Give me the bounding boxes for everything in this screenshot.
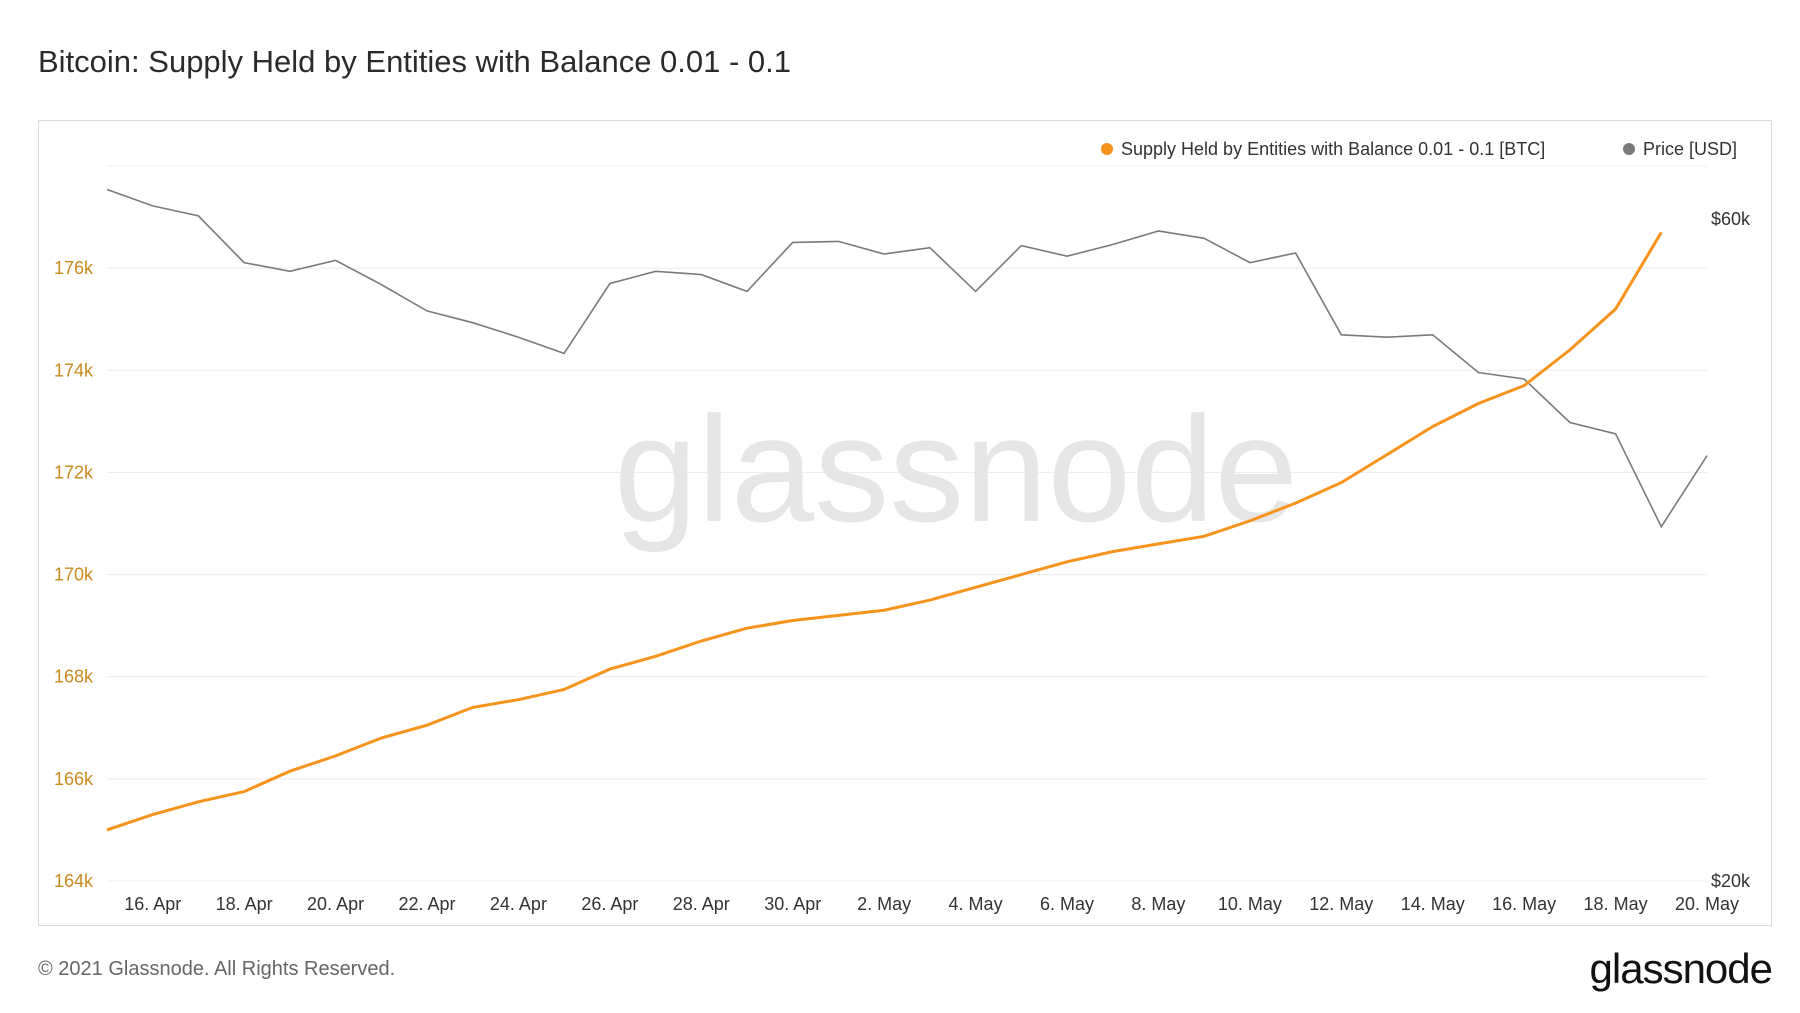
brand-logo: glassnode bbox=[1589, 945, 1773, 992]
legend: Supply Held by Entities with Balance 0.0… bbox=[1101, 139, 1737, 159]
x-axis-tick-label: 14. May bbox=[1401, 894, 1465, 914]
left-axis-tick-label: 174k bbox=[54, 360, 94, 380]
x-axis-tick-label: 26. Apr bbox=[581, 894, 638, 914]
legend-label-price: Price [USD] bbox=[1643, 139, 1737, 159]
x-axis-tick-label: 4. May bbox=[949, 894, 1003, 914]
chart-svg: glassnode 164k 166k 168k 170k 172k 174k 176k $… bbox=[54, 139, 1751, 914]
legend-label-supply: Supply Held by Entities with Balance 0.0… bbox=[1121, 139, 1545, 159]
right-axis: $20k $60k bbox=[1711, 209, 1751, 891]
copyright-text: © 2021 Glassnode. All Rights Reserved. bbox=[38, 958, 396, 980]
x-axis-tick-label: 18. May bbox=[1584, 894, 1648, 914]
legend-marker-supply bbox=[1101, 143, 1113, 155]
x-axis-tick-label: 16. Apr bbox=[124, 894, 181, 914]
supply-series-line bbox=[106, 231, 1663, 832]
x-axis-tick-label: 20. Apr bbox=[307, 894, 364, 914]
right-axis-tick-label: $60k bbox=[1711, 209, 1751, 229]
left-axis-tick-label: 168k bbox=[54, 667, 94, 687]
chart-title: Bitcoin: Supply Held by Entities with Ba… bbox=[38, 44, 792, 79]
legend-marker-price bbox=[1623, 143, 1635, 155]
price-series-line bbox=[106, 188, 1708, 529]
x-axis-tick-label: 20. May bbox=[1675, 894, 1739, 914]
x-axis-tick-label: 8. May bbox=[1131, 894, 1185, 914]
x-axis-tick-label: 22. Apr bbox=[398, 894, 455, 914]
watermark: glassnode bbox=[614, 385, 1298, 553]
right-axis-tick-label: $20k bbox=[1711, 871, 1751, 891]
left-axis-tick-label: 164k bbox=[54, 871, 94, 891]
left-axis: 164k 166k 168k 170k 172k 174k 176k bbox=[54, 258, 94, 891]
chart-frame: glassnode 164k 166k 168k 170k 172k 174k 176k $… bbox=[38, 120, 1772, 926]
left-axis-tick-label: 176k bbox=[54, 258, 94, 278]
x-axis-tick-label: 30. Apr bbox=[764, 894, 821, 914]
x-axis-tick-label: 10. May bbox=[1218, 894, 1282, 914]
x-axis-tick-label: 16. May bbox=[1492, 894, 1556, 914]
x-axis-tick-label: 6. May bbox=[1040, 894, 1094, 914]
x-axis-tick-label: 28. Apr bbox=[673, 894, 730, 914]
x-axis-tick-label: 12. May bbox=[1309, 894, 1373, 914]
left-axis-tick-label: 172k bbox=[54, 462, 94, 482]
grid-layer bbox=[107, 165, 1707, 882]
x-axis-tick-label: 18. Apr bbox=[216, 894, 273, 914]
x-axis-tick-label: 24. Apr bbox=[490, 894, 547, 914]
x-axis-tick-label: 2. May bbox=[857, 894, 911, 914]
left-axis-tick-label: 166k bbox=[54, 769, 94, 789]
x-axis: 16. Apr 18. Apr 20. Apr 22. Apr 24. Apr 26. A… bbox=[124, 894, 1739, 914]
left-axis-tick-label: 170k bbox=[54, 565, 94, 585]
